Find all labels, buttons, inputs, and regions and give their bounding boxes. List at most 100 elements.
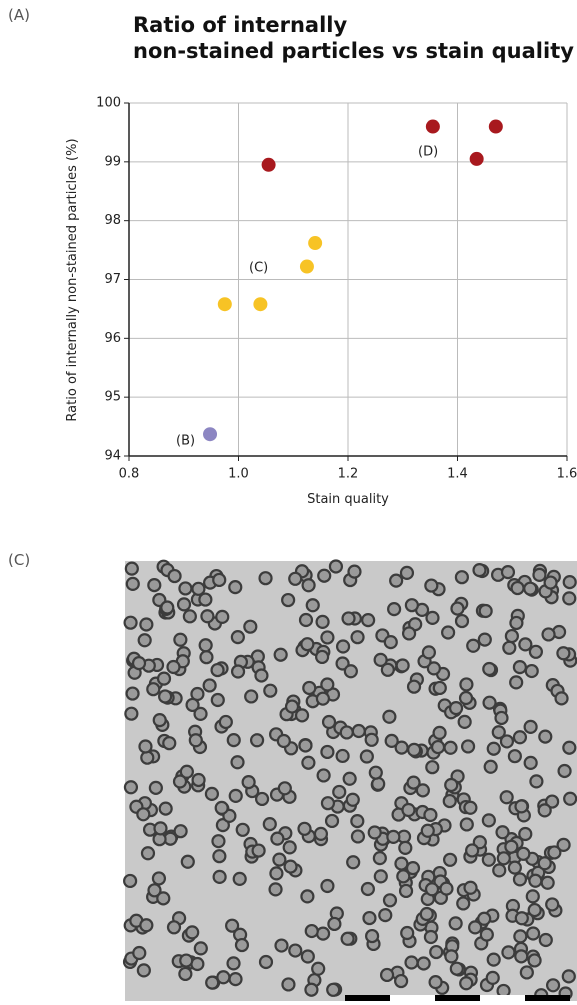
scale-bar (390, 995, 435, 1001)
particle (301, 578, 316, 593)
particle (204, 786, 220, 801)
particle (360, 881, 375, 897)
particle (158, 801, 173, 816)
particle (146, 682, 161, 697)
particle (162, 736, 177, 751)
particle (172, 774, 188, 789)
particle (454, 570, 469, 585)
particle (182, 609, 197, 624)
point (261, 157, 276, 172)
particle (341, 611, 356, 626)
y-tick-label: 98 (104, 213, 121, 228)
particle (315, 614, 330, 629)
particle (124, 561, 139, 576)
particle (347, 564, 362, 579)
particle (441, 625, 456, 640)
particle (477, 632, 492, 647)
panel-label: (C) (8, 551, 30, 569)
scale-bar (435, 995, 480, 1001)
particle (472, 563, 487, 578)
x-tick-label: 1.2 (338, 467, 359, 482)
scale-bar (525, 995, 570, 1001)
particle (185, 697, 200, 713)
particle (389, 573, 404, 588)
particle (538, 932, 553, 948)
particle (428, 975, 443, 990)
particle (400, 925, 415, 941)
particle (251, 843, 266, 858)
particle (139, 617, 154, 632)
particle (274, 938, 289, 953)
particle (479, 927, 494, 942)
particle (361, 613, 376, 628)
particle (300, 637, 315, 652)
y-tick-label: 94 (104, 449, 121, 464)
particle (269, 866, 284, 881)
particle (281, 977, 296, 992)
particle (482, 695, 497, 710)
particle (514, 911, 529, 926)
particle (166, 659, 181, 675)
particle (158, 689, 173, 704)
particle (527, 953, 542, 968)
particle (432, 680, 447, 696)
particle (148, 780, 163, 795)
particle (563, 791, 577, 806)
particle (147, 883, 162, 898)
particle (277, 781, 292, 796)
particle (382, 893, 398, 908)
particle (398, 883, 414, 899)
particle (180, 854, 195, 869)
particle (463, 800, 478, 815)
particle (537, 803, 552, 818)
particle (368, 765, 383, 780)
particle (176, 597, 192, 612)
particle (350, 829, 366, 844)
point (425, 119, 440, 134)
particle (300, 949, 315, 964)
particle (137, 633, 152, 648)
particle (339, 725, 354, 740)
particle (230, 664, 246, 679)
particle (512, 730, 528, 745)
particle (263, 683, 278, 698)
particle (424, 578, 439, 593)
particle (199, 650, 214, 665)
particle (537, 856, 552, 871)
particle (545, 978, 561, 993)
particle (415, 783, 430, 798)
particle (179, 953, 194, 968)
particle (210, 662, 225, 678)
particle (562, 740, 577, 755)
particle (459, 677, 474, 692)
particle (212, 869, 227, 884)
particle (444, 777, 459, 793)
particle (228, 788, 243, 803)
particle (430, 739, 446, 755)
particle (249, 733, 265, 748)
particle (359, 749, 374, 764)
particle (160, 600, 175, 615)
particle (421, 645, 436, 660)
particle (124, 706, 139, 721)
particle (123, 615, 138, 630)
particle (486, 952, 501, 967)
particle (153, 821, 168, 836)
particle (538, 729, 553, 744)
particle (468, 920, 483, 935)
particle (211, 834, 226, 849)
particle (147, 577, 162, 593)
particle (151, 871, 167, 886)
particle (459, 817, 474, 832)
particle (443, 740, 458, 755)
particle (345, 792, 360, 807)
particle (258, 571, 273, 586)
particle (499, 790, 514, 805)
particle (193, 706, 208, 721)
particle (131, 656, 147, 671)
particle (317, 568, 332, 583)
particle (225, 918, 240, 933)
particle (523, 755, 538, 770)
particle (215, 609, 230, 624)
